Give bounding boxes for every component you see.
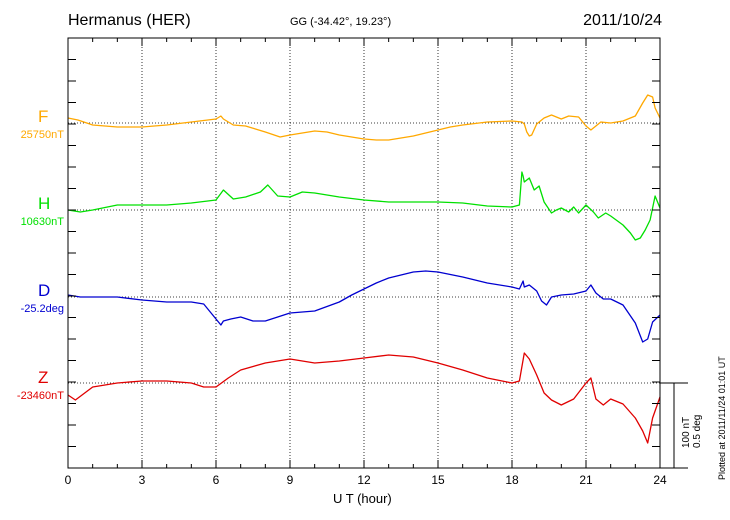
- plotted-timestamp: Plotted at 2011/11/24 01:01 UT: [717, 356, 727, 480]
- x-tick-label: 3: [138, 473, 146, 487]
- plot-frame: [67, 37, 661, 469]
- series-layer: [67, 94, 661, 444]
- x-tick-label: 18: [505, 473, 519, 487]
- scale-bar: [660, 382, 688, 469]
- component-letter-Z: Z: [38, 368, 49, 387]
- x-tick-label: 12: [357, 473, 371, 487]
- scale-label-deg: 0.5 deg: [692, 414, 703, 448]
- component-baseline-H: 10630nT: [20, 216, 64, 228]
- component-letter-H: H: [38, 194, 51, 213]
- x-tick-label: 0: [64, 473, 72, 487]
- plot-border: [67, 37, 661, 469]
- x-tick-label: 9: [286, 473, 294, 487]
- grid-layer: [68, 38, 660, 468]
- chart-date: 2011/10/24: [583, 12, 662, 29]
- component-baseline-D: -25.2deg: [20, 303, 64, 315]
- scale-label-nt: 100 nT: [681, 416, 692, 448]
- series-line-Z: [67, 352, 661, 444]
- component-baseline-F: 25750nT: [20, 129, 64, 141]
- x-tick-label: 6: [212, 473, 220, 487]
- series-line-F: [67, 94, 661, 141]
- component-letter-D: D: [38, 281, 51, 300]
- station-title: Hermanus (HER): [68, 12, 191, 29]
- component-baseline-Z: -23460nT: [16, 390, 64, 402]
- x-axis-label: U T (hour): [333, 491, 392, 506]
- station-coords: GG (-34.42°, 19.23°): [290, 16, 392, 28]
- x-tick-label: 15: [431, 473, 445, 487]
- x-tick-label: 24: [653, 473, 667, 487]
- component-letter-F: F: [38, 107, 49, 126]
- x-tick-label: 21: [579, 473, 593, 487]
- series-line-D: [67, 270, 661, 343]
- series-line-H: [67, 171, 661, 241]
